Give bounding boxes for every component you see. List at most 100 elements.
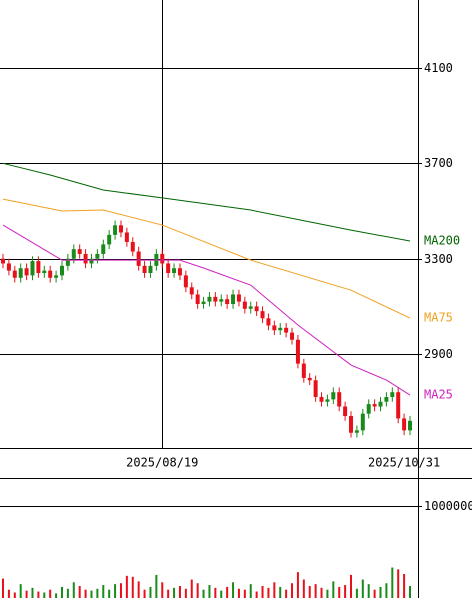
candle-body: [378, 401, 383, 407]
volume-bar: [391, 567, 394, 598]
candle-body: [77, 249, 82, 254]
volume-bar: [355, 588, 358, 598]
volume-bar: [125, 575, 128, 598]
candle-body: [236, 294, 241, 302]
candle-body: [142, 265, 147, 273]
candle-body: [301, 363, 306, 378]
moving-average-line: [2, 224, 411, 396]
candle-body: [390, 392, 395, 397]
volume-bar: [137, 581, 140, 598]
volume-bar: [55, 593, 58, 598]
candle-body: [266, 318, 271, 326]
candle-body: [354, 430, 359, 433]
y-tick-label: 4100: [424, 61, 453, 75]
volume-bar: [72, 582, 75, 598]
candle-body: [349, 416, 354, 433]
candle-body: [295, 339, 300, 364]
candle-body: [183, 275, 188, 288]
volume-bar: [49, 589, 52, 598]
candle-body: [207, 296, 212, 302]
candle-body: [366, 404, 371, 414]
volume-bar: [267, 587, 270, 598]
candle-body: [402, 418, 407, 431]
candle-body: [148, 265, 153, 273]
candle-body: [118, 225, 123, 233]
legend-label: MA75: [424, 311, 453, 325]
candle-body: [248, 306, 253, 309]
volume-bar: [143, 589, 146, 598]
volume-bar: [60, 586, 63, 598]
candle-body: [272, 325, 277, 331]
candle-body: [1, 258, 5, 264]
volume-bar: [190, 579, 193, 598]
candle-body: [18, 268, 23, 278]
volume-bar: [338, 586, 341, 598]
candle-body: [213, 296, 218, 302]
volume-bar: [308, 586, 311, 598]
legend-label: MA25: [424, 388, 453, 402]
y-tick-label: 2900: [424, 347, 453, 361]
volume-bar: [279, 586, 282, 598]
volume-bar: [178, 586, 181, 598]
volume-bar: [202, 589, 205, 598]
candle-body: [189, 287, 194, 295]
candle-body: [219, 299, 224, 302]
volume-bar: [249, 584, 252, 598]
volume-bar: [373, 589, 376, 598]
volume-bar: [196, 583, 199, 598]
candle-body: [225, 299, 230, 304]
candle-body: [172, 268, 177, 273]
candle-body: [307, 377, 312, 381]
moving-average-line: [2, 162, 411, 242]
volume-bar: [90, 590, 93, 598]
volume-bar: [96, 588, 99, 598]
candle-body: [278, 327, 283, 331]
volume-bar: [78, 586, 81, 598]
candle-body: [254, 306, 259, 312]
volume-bar: [361, 579, 364, 598]
candle-body: [408, 420, 412, 431]
candle-body: [83, 253, 88, 264]
volume-bar: [261, 586, 264, 598]
volume-bar: [220, 590, 223, 598]
candle-body: [396, 392, 401, 419]
candle-body: [231, 294, 236, 304]
volume-bar: [43, 592, 46, 598]
candle-body: [89, 258, 94, 264]
candle-body: [130, 242, 135, 252]
volume-bar: [397, 569, 400, 598]
legend-label: MA200: [424, 234, 460, 248]
volume-bar: [385, 583, 388, 598]
candle-body: [30, 261, 35, 276]
volume-bar: [19, 584, 22, 598]
candle-body: [343, 406, 348, 417]
volume-bar: [350, 574, 353, 598]
moving-average-line: [2, 198, 411, 319]
volume-bar: [2, 578, 4, 598]
volume-bar: [379, 586, 382, 598]
volume-bar: [102, 585, 105, 598]
volume-bar: [332, 581, 335, 598]
candle-body: [372, 404, 377, 407]
candle-body: [6, 263, 11, 271]
candle-body: [166, 263, 171, 273]
candle-body: [313, 380, 318, 397]
volume-bar: [320, 587, 323, 598]
candle-body: [42, 270, 47, 273]
candle-body: [337, 392, 342, 407]
candle-body: [65, 258, 70, 266]
volume-bar: [66, 588, 69, 598]
volume-bar: [255, 591, 258, 598]
volume-bar: [291, 583, 294, 598]
candle-body: [101, 244, 106, 254]
volume-bar: [13, 592, 16, 598]
volume-bar: [226, 586, 229, 598]
volume-bar: [84, 589, 87, 598]
y-tick-label: 3300: [424, 252, 453, 266]
volume-bar: [344, 585, 347, 598]
candle-body: [24, 268, 29, 276]
volume-bar: [167, 589, 170, 598]
volume-bar: [108, 589, 111, 598]
candle-body: [48, 270, 53, 278]
